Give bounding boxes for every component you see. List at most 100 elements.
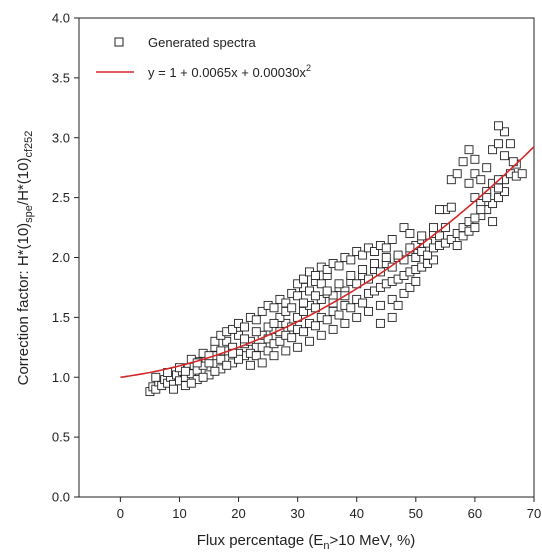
y-tick-label-6: 3.0	[52, 130, 70, 145]
data-point-89	[358, 298, 368, 308]
data-point-209	[198, 372, 208, 382]
data-point-219	[275, 312, 285, 322]
data-point-121	[358, 250, 368, 260]
data-point-208	[186, 378, 196, 388]
data-point-211	[222, 360, 232, 370]
data-point-180	[482, 163, 492, 173]
legend: Generated spectra y = 1 + 0.0065x + 0.00…	[96, 35, 311, 80]
data-point-225	[334, 279, 344, 289]
data-point-217	[293, 342, 303, 352]
fit-curve	[120, 146, 535, 379]
data-point-104	[375, 267, 385, 277]
data-point-159	[387, 235, 397, 244]
data-point-79	[299, 327, 308, 337]
data-point-179	[476, 175, 486, 185]
data-point-229	[381, 253, 391, 262]
data-point-182	[494, 139, 503, 149]
y-tick-label-1: 0.5	[52, 430, 70, 445]
data-point-222	[299, 298, 308, 308]
y-axis-label: Correction factor: H*(10)spe/H*(10)cf252	[15, 131, 35, 386]
data-point-81	[310, 321, 320, 331]
data-point-239	[240, 334, 249, 344]
data-point-183	[500, 127, 509, 137]
data-point-204	[364, 306, 373, 316]
y-tick-label-0: 0.0	[52, 490, 70, 505]
plot-frame	[78, 17, 535, 498]
data-point-201	[328, 324, 338, 334]
data-point-194	[446, 175, 456, 185]
data-point-161	[458, 231, 468, 241]
data-point-28	[169, 384, 178, 394]
data-point-191	[482, 193, 492, 203]
data-point-218	[305, 336, 314, 346]
legend-fit-exponent: 2	[306, 63, 311, 73]
data-point-202	[340, 318, 350, 328]
data-point-197	[476, 205, 486, 215]
data-point-226	[346, 271, 356, 280]
data-point-125	[381, 243, 391, 253]
data-point-150	[446, 235, 456, 244]
data-point-75	[275, 336, 285, 346]
scatter-points	[145, 121, 527, 397]
data-point-55	[240, 322, 249, 332]
y-tick-label-7: 3.5	[52, 70, 70, 85]
y-tick-label-5: 2.5	[52, 190, 70, 205]
data-point-117	[334, 261, 344, 271]
data-point-228	[370, 259, 379, 268]
data-point-216	[281, 346, 291, 356]
data-point-173	[494, 183, 503, 193]
data-point-167	[494, 193, 503, 203]
data-point-110	[293, 279, 303, 289]
y-axis-label-part1: Correction factor: H*(10)	[15, 223, 32, 386]
data-point-207	[399, 288, 409, 298]
y-axis-label-subscript1: spe	[23, 205, 35, 223]
data-point-233	[429, 223, 438, 233]
data-point-246	[387, 312, 397, 322]
x-axis-label: Flux percentage (En>10 MeV, %)	[197, 532, 416, 552]
data-point-215	[269, 351, 279, 361]
data-point-77	[287, 333, 297, 343]
data-point-53	[228, 324, 238, 334]
data-point-137	[429, 255, 438, 265]
x-tick-label-4: 40	[349, 506, 363, 521]
y-tick-label-8: 4.0	[52, 11, 70, 26]
data-point-221	[287, 303, 297, 313]
data-point-210	[210, 366, 220, 376]
x-axis-label-subscript: n	[323, 540, 329, 552]
data-point-163	[470, 223, 480, 233]
data-point-232	[417, 231, 427, 241]
y-axis-label-subscript2: cf252	[23, 131, 35, 158]
data-point-184	[505, 139, 515, 149]
data-point-106	[387, 262, 397, 272]
x-tick-label-3: 30	[290, 506, 304, 521]
data-point-247	[393, 300, 403, 310]
axis-ticks: 0 10 20 30 40 50 60 70 0.0 0.5 1.0 1.5 2.0 2.5 3.0 3.5 4…	[52, 11, 541, 522]
data-point-190	[470, 154, 480, 164]
data-point-230	[393, 250, 403, 260]
data-point-227	[358, 265, 368, 274]
data-point-71	[251, 351, 261, 361]
legend-fit-label: y = 1 + 0.0065x + 0.00030x2	[148, 63, 311, 80]
x-tick-label-5: 50	[409, 506, 423, 521]
legend-fit-formula: y = 1 + 0.0065x + 0.00030x	[148, 65, 306, 80]
data-point-200	[316, 330, 326, 340]
data-point-143	[440, 223, 450, 233]
data-point-66	[305, 286, 314, 296]
data-point-178	[470, 169, 480, 179]
data-point-26	[222, 336, 232, 346]
data-point-144	[411, 253, 421, 262]
data-point-238	[251, 327, 261, 337]
x-tick-label-7: 70	[527, 506, 541, 521]
data-point-68	[316, 279, 326, 289]
data-point-83	[322, 315, 332, 325]
data-point-57	[251, 315, 261, 325]
data-point-113	[310, 271, 320, 280]
data-point-249	[411, 276, 421, 286]
data-point-87	[346, 303, 356, 313]
y-tick-label-3: 1.5	[52, 310, 70, 325]
data-point-60	[269, 303, 279, 313]
data-point-187	[517, 169, 527, 179]
data-point-241	[216, 346, 226, 356]
data-point-192	[488, 217, 498, 227]
